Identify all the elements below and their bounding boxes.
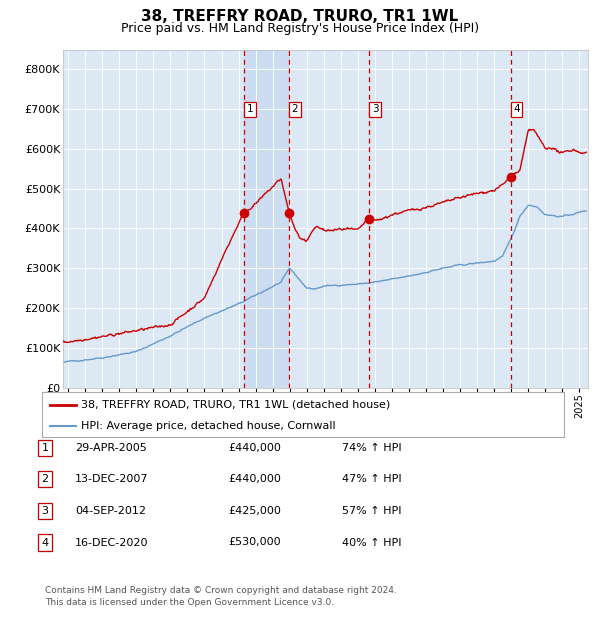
- Text: 74% ↑ HPI: 74% ↑ HPI: [342, 443, 401, 453]
- Text: £425,000: £425,000: [228, 506, 281, 516]
- Text: 57% ↑ HPI: 57% ↑ HPI: [342, 506, 401, 516]
- Text: 4: 4: [41, 538, 49, 547]
- Text: 3: 3: [41, 506, 49, 516]
- Text: 13-DEC-2007: 13-DEC-2007: [75, 474, 149, 484]
- Text: 4: 4: [513, 104, 520, 114]
- Text: 3: 3: [372, 104, 379, 114]
- Text: 47% ↑ HPI: 47% ↑ HPI: [342, 474, 401, 484]
- Text: 29-APR-2005: 29-APR-2005: [75, 443, 147, 453]
- Text: £440,000: £440,000: [228, 443, 281, 453]
- Text: £530,000: £530,000: [228, 538, 281, 547]
- Text: Contains HM Land Registry data © Crown copyright and database right 2024.
This d: Contains HM Land Registry data © Crown c…: [45, 586, 397, 608]
- Text: 1: 1: [247, 104, 253, 114]
- Text: 40% ↑ HPI: 40% ↑ HPI: [342, 538, 401, 547]
- Text: Price paid vs. HM Land Registry's House Price Index (HPI): Price paid vs. HM Land Registry's House …: [121, 22, 479, 35]
- Text: 38, TREFFRY ROAD, TRURO, TR1 1WL (detached house): 38, TREFFRY ROAD, TRURO, TR1 1WL (detach…: [81, 399, 391, 410]
- Text: 1: 1: [41, 443, 49, 453]
- Text: 16-DEC-2020: 16-DEC-2020: [75, 538, 149, 547]
- Text: 04-SEP-2012: 04-SEP-2012: [75, 506, 146, 516]
- Text: £440,000: £440,000: [228, 474, 281, 484]
- Bar: [244, 50, 289, 388]
- Text: HPI: Average price, detached house, Cornwall: HPI: Average price, detached house, Corn…: [81, 421, 336, 431]
- Text: 2: 2: [41, 474, 49, 484]
- Text: 2: 2: [292, 104, 298, 114]
- Text: 38, TREFFRY ROAD, TRURO, TR1 1WL: 38, TREFFRY ROAD, TRURO, TR1 1WL: [142, 9, 458, 24]
